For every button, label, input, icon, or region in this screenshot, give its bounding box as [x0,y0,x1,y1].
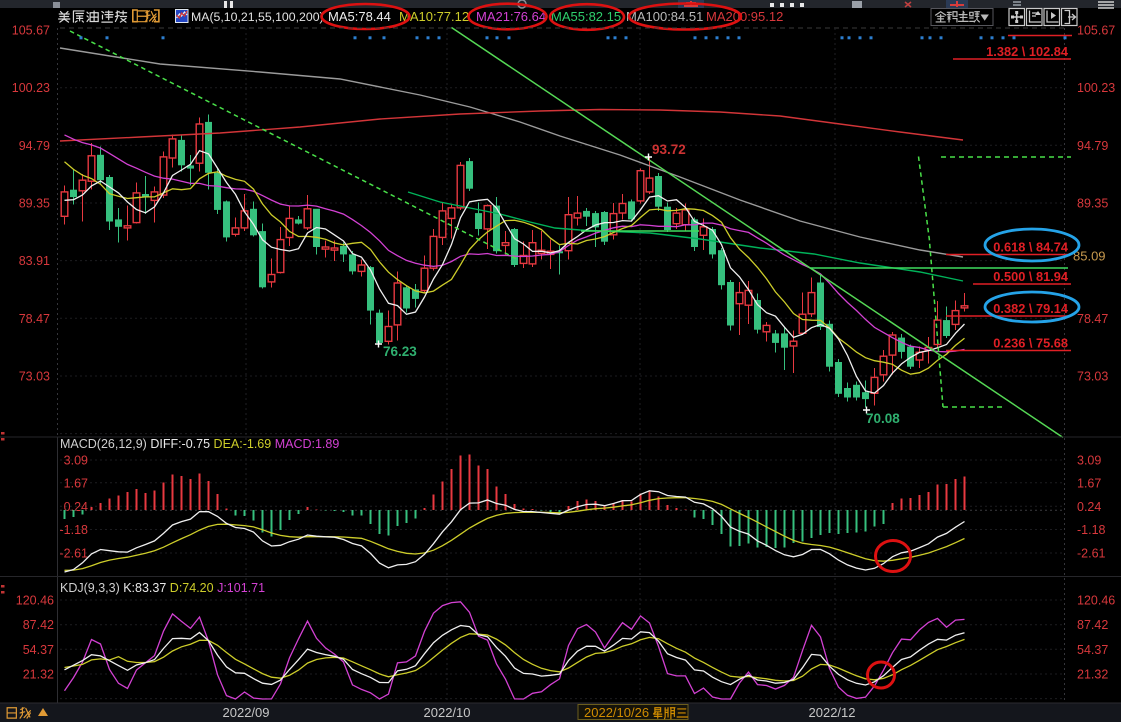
svg-text:70.08: 70.08 [866,411,900,426]
svg-text:0.236 \ 75.68: 0.236 \ 75.68 [993,336,1068,351]
svg-text:-1.18: -1.18 [60,523,89,537]
svg-text:73.03: 73.03 [1077,370,1108,384]
svg-text:94.79: 94.79 [19,139,50,153]
svg-text:MA55:82.15: MA55:82.15 [551,9,621,24]
svg-text:87.42: 87.42 [1077,618,1108,632]
svg-text:0.24: 0.24 [64,500,88,514]
svg-text:MA100:84.51: MA100:84.51 [626,9,703,24]
svg-text:120.46: 120.46 [1077,594,1115,608]
svg-text:89.35: 89.35 [1077,197,1108,211]
svg-text:3.09: 3.09 [64,454,88,468]
svg-text:MA21:76.64: MA21:76.64 [476,9,546,24]
svg-text:85.09: 85.09 [1073,249,1106,264]
svg-text:1.67: 1.67 [1077,476,1101,490]
svg-text:-2.61: -2.61 [60,547,89,561]
svg-text:105.67: 105.67 [12,24,50,38]
svg-text:KDJ(9,3,3) K:83.37 D:74.20 J: KDJ(9,3,3) K:83.37 D:74.20 J:101.71 [60,581,265,595]
svg-text:2022/12: 2022/12 [809,705,856,720]
svg-text:78.47: 78.47 [1077,312,1108,326]
svg-text:2022/09: 2022/09 [223,705,270,720]
svg-text:93.72: 93.72 [652,142,686,157]
svg-text:87.42: 87.42 [23,618,54,632]
svg-text:MA(5,10,21,55,100,200): MA(5,10,21,55,100,200) [191,10,324,24]
svg-text:0.618 \ 84.74: 0.618 \ 84.74 [993,240,1069,255]
svg-text:-2.61: -2.61 [1077,547,1106,561]
svg-text:MA5:78.44: MA5:78.44 [328,9,391,24]
svg-text:2022/10: 2022/10 [424,705,471,720]
svg-text:120.46: 120.46 [16,594,54,608]
svg-text:100.23: 100.23 [1077,81,1115,95]
svg-text:-1.18: -1.18 [1077,523,1106,537]
svg-text:105.67: 105.67 [1077,24,1115,38]
svg-text:0.24: 0.24 [1077,500,1101,514]
svg-text:MACD(26,12,9) DIFF:-0.75 DEA:: MACD(26,12,9) DIFF:-0.75 DEA:-1.69 MACD:… [60,437,339,451]
svg-text:78.47: 78.47 [19,312,50,326]
svg-text:76.23: 76.23 [383,344,417,359]
svg-text:94.79: 94.79 [1077,139,1108,153]
svg-text:MA200:95.12: MA200:95.12 [706,9,783,24]
svg-text:21.32: 21.32 [23,668,54,682]
svg-text:2022/10/26: 2022/10/26 [584,705,649,720]
svg-text:MA10:77.12: MA10:77.12 [399,9,469,24]
svg-text:3.09: 3.09 [1077,454,1101,468]
svg-text:1.382 \ 102.84: 1.382 \ 102.84 [986,44,1069,59]
svg-text:83.91: 83.91 [19,254,50,268]
svg-text:54.37: 54.37 [23,643,54,657]
svg-text:1.67: 1.67 [64,476,88,490]
svg-text:89.35: 89.35 [19,197,50,211]
svg-text:100.23: 100.23 [12,81,50,95]
svg-text:73.03: 73.03 [19,370,50,384]
svg-text:21.32: 21.32 [1077,668,1108,682]
svg-text:54.37: 54.37 [1077,643,1108,657]
svg-text:0.382 \ 79.14: 0.382 \ 79.14 [993,301,1069,316]
svg-text:0.500 \ 81.94: 0.500 \ 81.94 [993,269,1069,284]
